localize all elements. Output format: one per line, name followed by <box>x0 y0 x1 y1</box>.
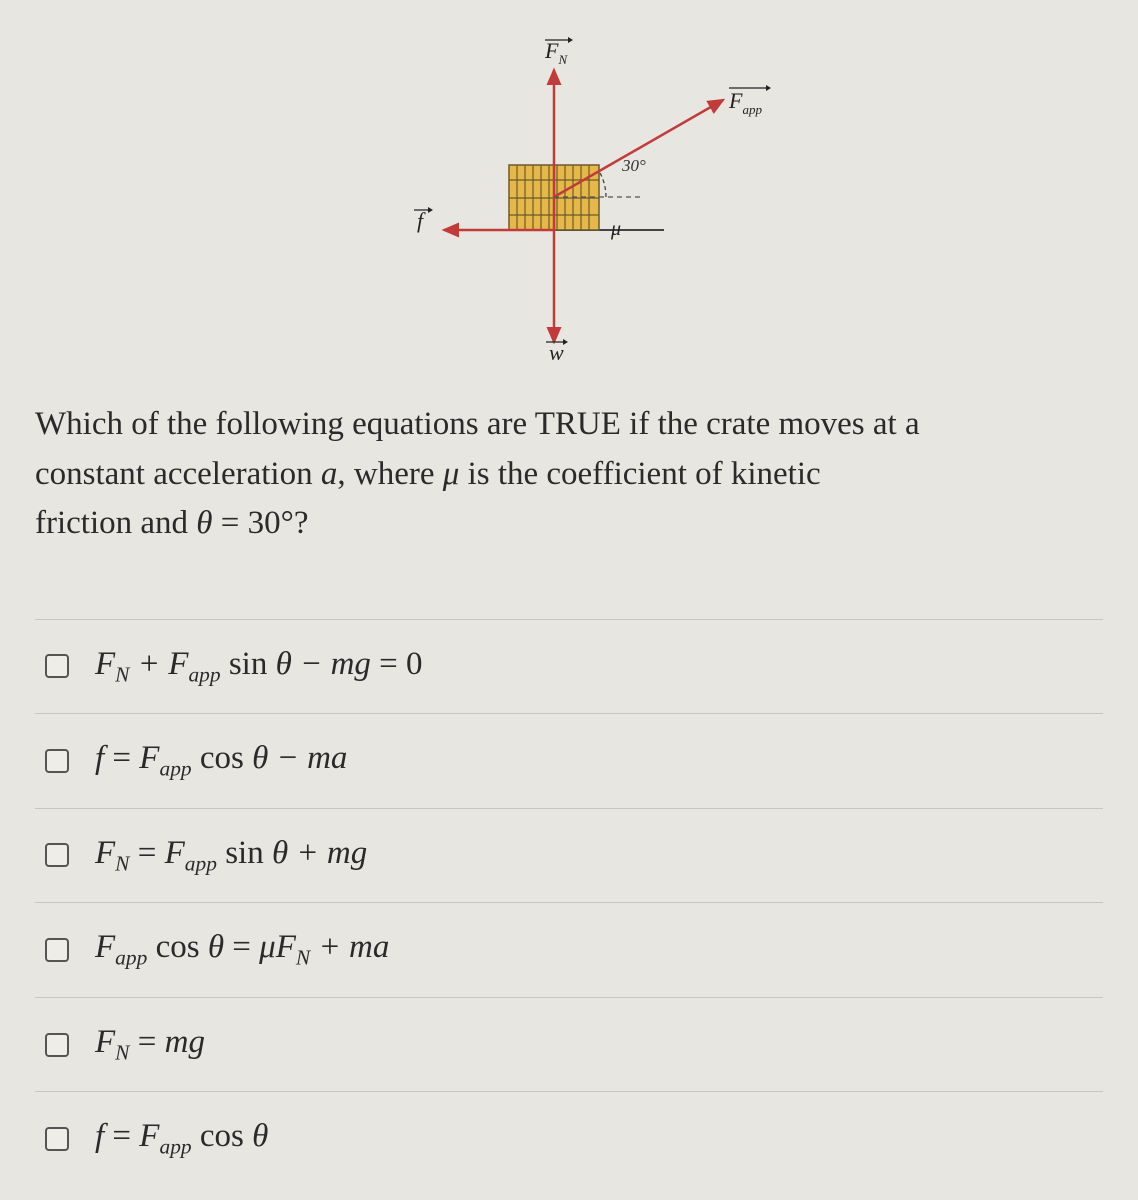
checkbox-3[interactable] <box>45 843 69 867</box>
option-1[interactable]: FN + Fapp sin θ − mg = 0 <box>35 619 1103 715</box>
qmark: ? <box>294 505 309 541</box>
eq-sign: = <box>213 505 248 541</box>
var-mu: μ <box>443 456 460 492</box>
angle-label: 30° <box>621 156 646 175</box>
checkbox-6[interactable] <box>45 1127 69 1151</box>
option-4-eq: Fapp cos θ = μFN + ma <box>95 929 389 971</box>
option-6-eq: f = Fapp cos θ <box>95 1118 268 1160</box>
question-line2a: constant acceleration <box>35 456 321 492</box>
option-2[interactable]: f = Fapp cos θ − ma <box>35 714 1103 809</box>
question-line3a: friction and <box>35 505 196 541</box>
angle-arc <box>599 171 606 197</box>
option-1-eq: FN + Fapp sin θ − mg = 0 <box>95 646 423 688</box>
var-theta: θ <box>196 505 212 541</box>
weight-label: w <box>549 340 564 360</box>
fn-label: FN <box>544 38 568 67</box>
free-body-diagram: FN Fapp f μ 30° w <box>35 30 1103 360</box>
question-line2c: is the coefficient of kinetic <box>459 456 820 492</box>
checkbox-5[interactable] <box>45 1033 69 1057</box>
option-5[interactable]: FN = mg <box>35 998 1103 1093</box>
fapp-label: Fapp <box>728 88 762 117</box>
diagram-svg: FN Fapp f μ 30° w <box>359 30 779 360</box>
fapp-arrow <box>554 100 723 197</box>
option-4[interactable]: Fapp cos θ = μFN + ma <box>35 903 1103 998</box>
var-a: a <box>321 456 338 492</box>
checkbox-1[interactable] <box>45 654 69 678</box>
question-line2b: , where <box>337 456 442 492</box>
option-3-eq: FN = Fapp sin θ + mg <box>95 835 367 877</box>
theta-val: 30° <box>248 505 294 541</box>
options-list: FN + Fapp sin θ − mg = 0 f = Fapp cos θ … <box>35 619 1103 1187</box>
question-text: Which of the following equations are TRU… <box>35 400 1103 549</box>
mu-label: μ <box>610 218 621 240</box>
checkbox-2[interactable] <box>45 749 69 773</box>
option-5-eq: FN = mg <box>95 1024 205 1066</box>
option-2-eq: f = Fapp cos θ − ma <box>95 740 347 782</box>
question-line1: Which of the following equations are TRU… <box>35 406 920 442</box>
friction-label: f <box>417 208 426 233</box>
option-6[interactable]: f = Fapp cos θ <box>35 1092 1103 1186</box>
checkbox-4[interactable] <box>45 938 69 962</box>
option-3[interactable]: FN = Fapp sin θ + mg <box>35 809 1103 904</box>
